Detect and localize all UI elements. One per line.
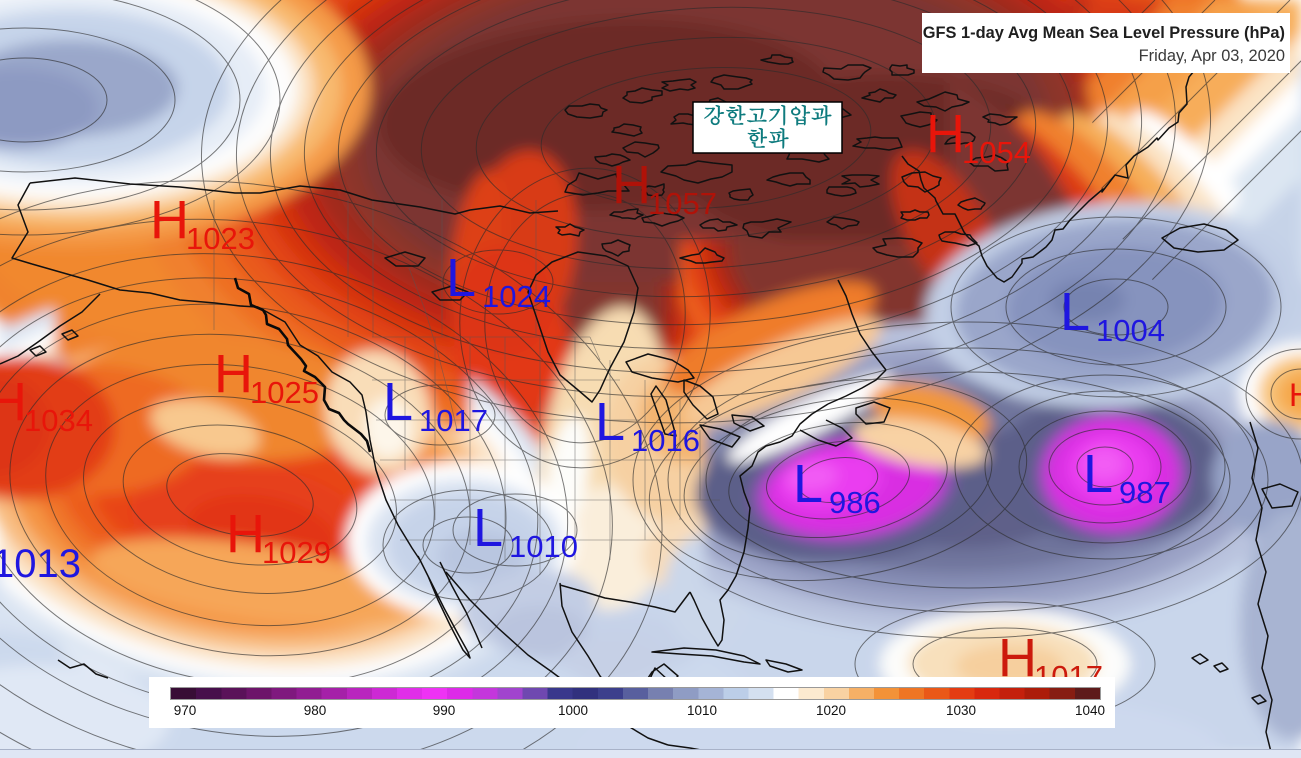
svg-text:1023: 1023 — [186, 221, 255, 256]
svg-text:L: L — [473, 498, 503, 558]
svg-text:H: H — [150, 190, 189, 250]
svg-text:H: H — [926, 104, 965, 164]
svg-text:L: L — [595, 392, 625, 452]
svg-text:L: L — [1083, 444, 1113, 504]
svg-text:987: 987 — [1119, 475, 1171, 510]
svg-text:1017: 1017 — [419, 403, 488, 438]
svg-text:1016: 1016 — [631, 423, 700, 458]
svg-text:L: L — [446, 248, 476, 308]
svg-text:1013: 1013 — [0, 542, 81, 586]
svg-text:986: 986 — [829, 485, 881, 520]
svg-text:H: H — [226, 504, 265, 564]
svg-text:1054: 1054 — [962, 135, 1031, 170]
svg-text:1025: 1025 — [250, 375, 319, 410]
svg-text:L: L — [383, 372, 413, 432]
svg-text:1057: 1057 — [648, 186, 717, 221]
svg-text:H: H — [1289, 377, 1301, 413]
svg-text:L: L — [793, 454, 823, 514]
svg-text:1034: 1034 — [24, 403, 93, 438]
svg-text:1010: 1010 — [509, 529, 578, 564]
svg-text:H: H — [0, 372, 27, 432]
svg-text:1004: 1004 — [1096, 313, 1165, 348]
svg-text:H: H — [612, 155, 651, 215]
svg-text:L: L — [1060, 282, 1090, 342]
svg-text:1029: 1029 — [262, 535, 331, 570]
svg-text:1024: 1024 — [482, 279, 551, 314]
svg-text:H: H — [214, 344, 253, 404]
